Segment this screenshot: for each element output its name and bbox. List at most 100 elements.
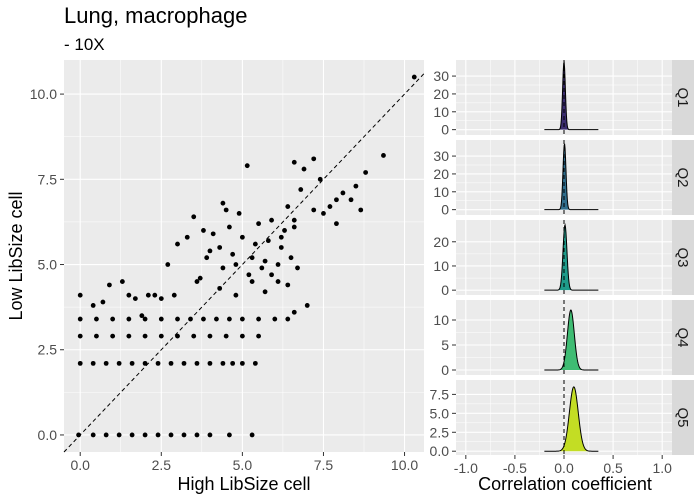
scatter-point [353,183,359,189]
scatter-point [158,316,164,322]
scatter-panel: 0.0 2.5 5.0 7.5 10.0 0.0 2.5 5.0 7.5 10.0 High Li… [6,60,425,494]
density-area [544,310,599,370]
scatter-point [76,432,81,438]
y-tick-label: 5.0 [38,257,58,273]
scatter-point [142,360,148,366]
scatter-point [275,279,281,284]
scatter-point [278,234,284,240]
scatter-point [288,255,294,261]
scatter-point [230,360,236,366]
density-x-ticks: -1.0 -0.5 0.0 0.5 1.0 [454,455,672,476]
scatter-point [227,224,232,230]
scatter-point [233,292,239,298]
scatter-point [116,360,122,366]
density-panel-q4: 0 5 10 Q4 [433,300,694,378]
scatter-point [77,316,83,322]
scatter-point [214,316,219,322]
scatter-point [155,360,161,366]
x-tick-label: 1.0 [652,460,672,476]
scatter-point [168,432,174,438]
facet-strip [672,300,694,375]
scatter-point [181,360,187,366]
scatter-point [110,316,116,322]
x-tick-label: 2.5 [152,457,172,473]
scatter-point [201,316,206,322]
scatter-point [220,200,226,206]
scatter-point [107,282,112,288]
scatter-point [94,333,99,339]
scatter-point [272,316,278,322]
x-tick-label: 10.0 [391,457,418,473]
scatter-point [249,432,255,438]
density-panel-q2: 0 10 20 30 Q2 [433,140,694,218]
scatter-point [311,207,317,213]
scatter-point [269,272,274,278]
y-axis-label: Low LibSize cell [6,191,26,320]
y-tick-label: 20 [433,86,449,102]
x-tick-label: -1.0 [454,460,478,476]
scatter-point [204,255,210,261]
scatter-point [116,432,122,438]
scatter-point [285,316,291,322]
scatter-point [129,432,135,438]
scatter-point [223,207,229,213]
scatter-point [244,163,250,169]
scatter-point [348,197,354,203]
density-panel-q3: 0 10 20 Q3 [433,220,694,298]
scatter-point [223,333,229,339]
chart-subtitle: - 10X [64,35,105,54]
scatter-point [90,432,96,438]
y-tick-label: 5 [441,337,449,353]
y-tick-label: 2.5 [430,424,450,440]
facet-strip-label: Q4 [674,327,691,347]
scatter-point [142,316,148,322]
scatter-point [291,309,297,315]
scatter-point [142,432,148,438]
facet-strip [672,380,694,455]
density-panel-q1: 0 10 20 30 Q1 [433,60,694,138]
scatter-point [181,432,187,438]
scatter-point [285,282,291,288]
scatter-point [132,296,138,302]
scatter-point [94,316,99,322]
scatter-point [265,238,271,244]
scatter-point [103,360,109,366]
y-tick-label: 10 [433,312,449,328]
scatter-point [282,228,287,233]
scatter-point [239,360,245,366]
scatter-point [233,262,239,267]
scatter-point [291,224,297,230]
scatter-background [64,60,424,452]
scatter-point [126,292,132,298]
scatter-point [207,248,213,254]
scatter-point [278,245,284,250]
scatter-point [262,289,268,295]
scatter-point [381,153,386,158]
scatter-point [168,360,174,366]
y-tick-label: 7.5 [430,386,450,402]
scatter-point [191,214,197,220]
scatter-point [165,262,171,267]
scatter-point [194,432,200,438]
scatter-point [291,217,297,223]
scatter-point [269,217,274,223]
scatter-ticks: 0.0 2.5 5.0 7.5 10.0 0.0 2.5 5.0 7.5 10.0 [30,86,419,473]
scatter-point [139,313,145,319]
scatter-point [210,231,216,237]
density-panel-q5: 0.0 2.5 5.0 7.5 Q5 [430,380,694,459]
scatter-point [158,296,164,302]
scatter-point [334,221,339,227]
scatter-point [77,360,83,366]
scatter-point [236,210,242,216]
scatter-point [152,292,158,298]
x-tick-label: 5.0 [233,457,253,473]
scatter-point [184,234,190,240]
facet-strip [672,60,694,135]
y-tick-label: 5.0 [430,405,450,421]
scatter-point [239,333,245,339]
density-facets: 0 10 20 30 Q1 0 10 20 30 Q2 0 10 20 Q3 0 5 10 Q4 0.0 2.5 5.0… [430,60,694,459]
scatter-point [275,262,281,267]
x-tick-label: 0.0 [70,457,90,473]
scatter-point [227,432,232,438]
